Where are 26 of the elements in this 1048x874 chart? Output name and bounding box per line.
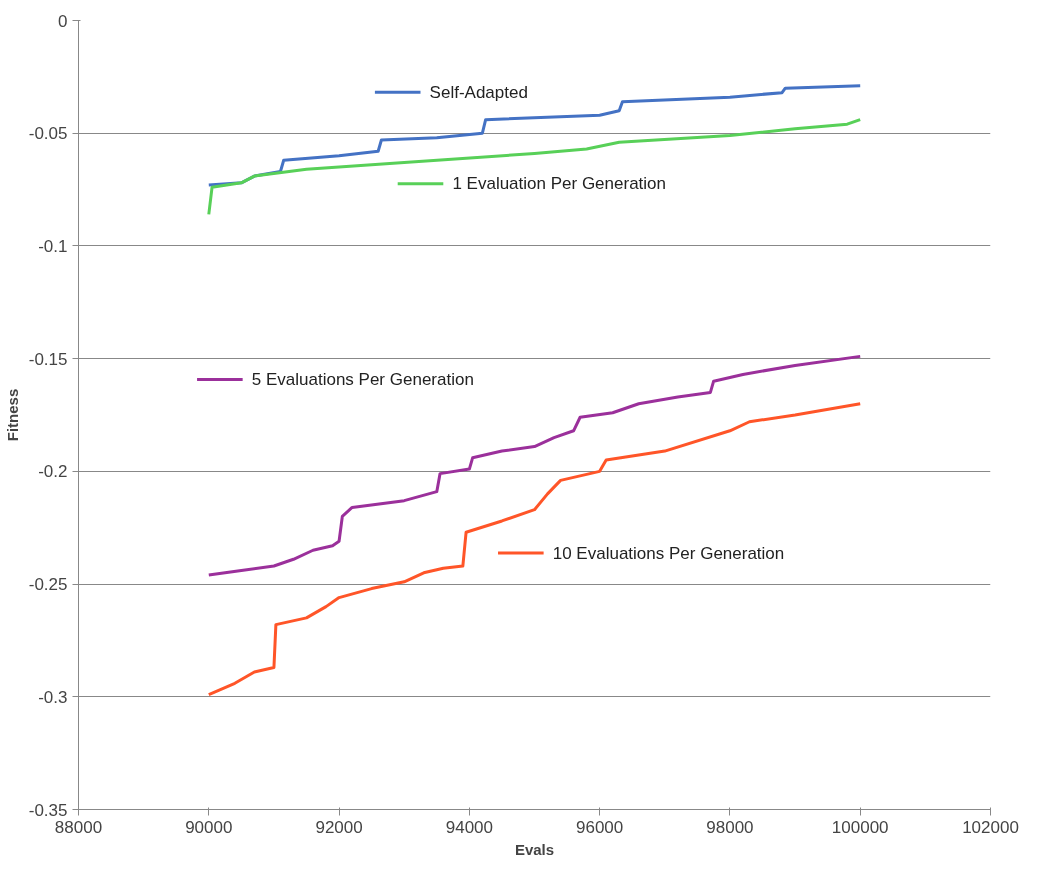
y-tick-label: 0 (58, 11, 68, 31)
line-series (207, 84, 862, 187)
line-series (207, 354, 862, 577)
legend-label: Self-Adapted (429, 82, 528, 102)
y-tick-label: -0.3 (38, 687, 68, 707)
legend-label: 10 Evaluations Per Generation (552, 543, 785, 563)
x-tick-label: 96000 (576, 817, 624, 837)
y-tick-label: -0.15 (28, 349, 68, 369)
legend-label: 5 Evaluations Per Generation (251, 369, 474, 389)
y-tick-label: -0.35 (28, 800, 68, 820)
x-axis-title: Evals (514, 840, 555, 858)
x-tick-label: 98000 (706, 817, 754, 837)
x-tick-label: 92000 (315, 817, 363, 837)
y-tick-label: -0.2 (38, 462, 68, 482)
y-tick-label: -0.05 (28, 124, 68, 144)
y-axis-title: Fitness (3, 388, 21, 442)
line-series (207, 402, 862, 697)
legend-label: 1 Evaluation Per Generation (452, 174, 667, 194)
x-tick-label: 102000 (962, 817, 1019, 837)
x-tick-label: 100000 (831, 817, 889, 837)
x-tick-label: 88000 (54, 817, 103, 837)
x-tick-label: 94000 (445, 817, 493, 837)
y-tick-label: -0.1 (38, 236, 68, 256)
x-tick-label: 90000 (185, 817, 233, 837)
y-tick-label: -0.25 (28, 575, 68, 595)
line-series (207, 118, 862, 216)
